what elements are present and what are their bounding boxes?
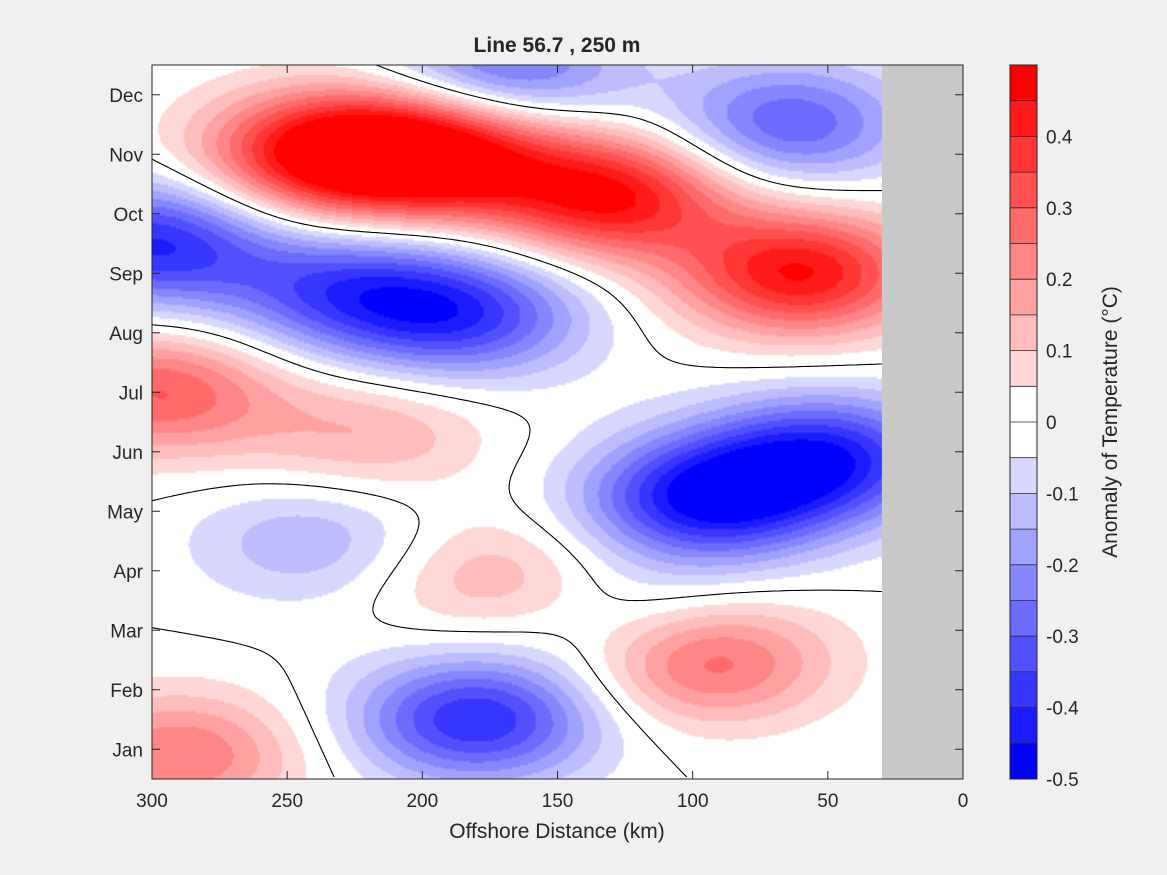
y-tick-label: Oct — [113, 205, 143, 226]
colorbar-swatch — [1010, 243, 1037, 280]
colorbar-swatch — [1010, 600, 1037, 637]
colorbar-tick-label: 0 — [1046, 413, 1057, 434]
chart-title: Line 56.7 , 250 m — [474, 34, 641, 57]
x-tick-label: 0 — [958, 791, 969, 812]
colorbar-swatch — [1010, 671, 1037, 709]
colorbar-swatch — [1010, 493, 1037, 530]
y-tick-label: May — [107, 502, 143, 523]
colorbar-swatch — [1010, 100, 1037, 137]
colorbar-swatch — [1010, 207, 1037, 244]
colorbar-tick-label: -0.5 — [1046, 770, 1079, 791]
anomaly-field — [152, 65, 963, 779]
colorbar-swatch — [1010, 457, 1037, 494]
x-tick-label: 150 — [542, 791, 574, 812]
colorbar-ticks: -0.5 -0.4 -0.3 -0.2 -0.1 0 0.1 0.2 0.3 0.4 — [1046, 127, 1079, 791]
colorbar-swatch — [1010, 314, 1037, 352]
colorbar-tick-label: -0.3 — [1046, 627, 1079, 648]
y-tick-label: Aug — [109, 324, 143, 345]
colorbar-tick-label: -0.4 — [1046, 699, 1079, 720]
colorbar-tick-label: -0.2 — [1046, 556, 1079, 577]
colorbar-swatch — [1010, 422, 1037, 459]
x-tick-label: 200 — [406, 791, 438, 812]
colorbar-swatch — [1010, 386, 1037, 423]
y-tick-label: Dec — [109, 86, 143, 107]
y-tick-label: Mar — [110, 621, 143, 642]
colorbar-swatch — [1010, 136, 1037, 173]
colorbar-swatch — [1010, 707, 1037, 744]
x-tick-label: 50 — [817, 791, 838, 812]
colorbar-tick-label: 0.4 — [1046, 127, 1073, 148]
colorbar-swatch — [1010, 172, 1037, 209]
colorbar-swatch — [1010, 743, 1037, 780]
y-axis: Jan Feb Mar Apr May Jun Jul Aug Sep Oct Nov Dec — [107, 86, 963, 761]
colorbar-swatch — [1010, 279, 1037, 316]
y-tick-label: Sep — [109, 264, 143, 285]
colorbar-label: Anomaly of Temperature (°C) — [1099, 286, 1122, 558]
x-tick-label: 300 — [136, 791, 168, 812]
colorbar-tick-label: 0.3 — [1046, 199, 1072, 220]
y-tick-label: Apr — [113, 562, 143, 583]
y-tick-label: Nov — [109, 145, 143, 166]
colorbar — [1010, 65, 1037, 780]
colorbar-swatch — [1010, 529, 1037, 566]
x-axis: 300 250 200 150 100 50 0 — [136, 65, 968, 812]
land-mask — [881, 65, 963, 779]
y-tick-label: Jul — [119, 383, 143, 404]
colorbar-swatch — [1010, 65, 1037, 102]
colorbar-swatch — [1010, 350, 1037, 387]
colorbar-swatch — [1010, 564, 1037, 601]
colorbar-tick-label: 0.2 — [1046, 270, 1072, 291]
x-axis-label: Offshore Distance (km) — [449, 820, 665, 843]
colorbar-tick-label: -0.1 — [1046, 484, 1079, 505]
x-tick-label: 100 — [677, 791, 709, 812]
colorbar-tick-label: 0.1 — [1046, 342, 1072, 363]
y-tick-label: Jun — [112, 443, 143, 464]
y-tick-label: Feb — [110, 681, 143, 702]
colorbar-frame — [1009, 64, 1038, 780]
y-tick-label: Jan — [112, 740, 143, 761]
colorbar-swatch — [1010, 636, 1037, 673]
x-tick-label: 250 — [271, 791, 303, 812]
